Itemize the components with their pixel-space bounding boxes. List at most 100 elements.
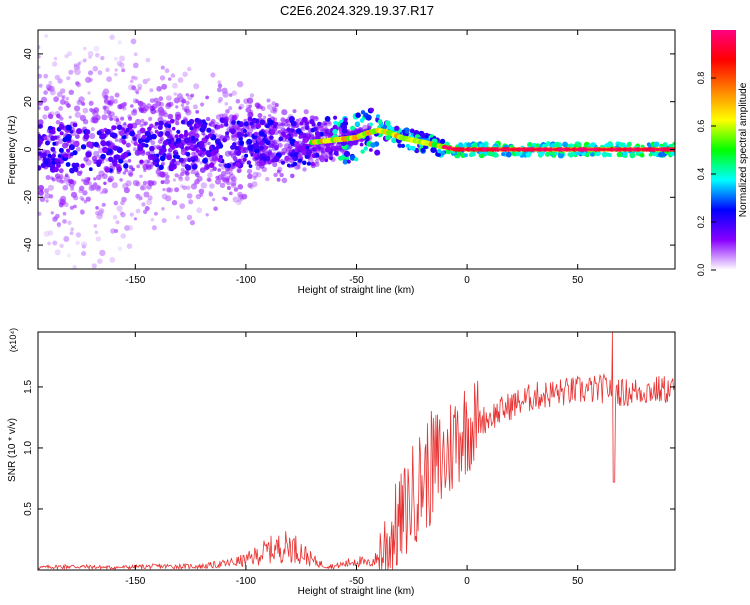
heatmap-cell [271, 106, 277, 111]
heatmap-cell [249, 121, 254, 126]
heatmap-cell [120, 154, 126, 160]
heatmap-cell [230, 128, 236, 135]
heatmap-cell [294, 140, 300, 147]
heatmap-cell [205, 213, 209, 217]
heatmap-cell [99, 133, 106, 140]
heatmap-cell [234, 113, 240, 118]
heatmap-cell [227, 175, 231, 179]
heatmap-cell [232, 156, 238, 162]
x-tick-label: 50 [572, 275, 584, 286]
heatmap-cell [177, 142, 184, 149]
heatmap-cell [217, 83, 223, 89]
heatmap-cell [165, 175, 170, 179]
heatmap-cell [534, 148, 541, 151]
heatmap-cell [114, 68, 118, 72]
heatmap-cell [159, 136, 164, 141]
chart-title: C2E6.2024.329.19.37.R17 [280, 3, 434, 18]
heatmap-cell [219, 117, 226, 123]
heatmap-cell [119, 210, 124, 216]
heatmap-cell [289, 156, 293, 160]
heatmap-cell [472, 148, 479, 151]
heatmap-cell [147, 195, 153, 201]
heatmap-cell [63, 153, 69, 158]
heatmap-cell [206, 177, 211, 182]
y-tick-label: 40 [23, 48, 34, 60]
heatmap-cell [38, 119, 44, 126]
heatmap-cell [186, 214, 193, 221]
heatmap-cell [298, 158, 302, 163]
heatmap-cell [99, 249, 106, 257]
heatmap-cell [233, 187, 239, 192]
heatmap-cell [57, 224, 61, 228]
heatmap-cell [276, 169, 281, 174]
spectrogram-xlabel: Height of straight line (km) [298, 285, 415, 296]
heatmap-cell [291, 149, 296, 154]
heatmap-cell [58, 124, 65, 130]
heatmap-cell [359, 127, 363, 132]
heatmap-cell [255, 123, 262, 129]
heatmap-cell [205, 150, 211, 155]
heatmap-cell [90, 117, 97, 124]
heatmap-cell [224, 122, 229, 127]
heatmap-cell [647, 144, 652, 148]
heatmap-cell [195, 110, 200, 114]
heatmap-cell [605, 152, 610, 157]
x-tick-label: -150 [125, 275, 145, 286]
heatmap-cell [66, 253, 71, 258]
heatmap-cell [301, 150, 308, 156]
heatmap-cell [271, 158, 276, 163]
heatmap-cell [605, 148, 612, 151]
heatmap-cell [132, 136, 137, 141]
heatmap-cell [242, 157, 247, 162]
spectrogram-panel: -150 -100 -50 0 50 -40 -20 0 20 40 Height of stra… [7, 29, 676, 296]
x-tick-label: -100 [236, 576, 256, 587]
heatmap-cell [626, 141, 632, 147]
heatmap-cell [320, 147, 327, 154]
heatmap-cell [292, 161, 298, 167]
heatmap-cell [137, 145, 144, 152]
heatmap-cell [297, 153, 302, 158]
heatmap-cell [122, 101, 128, 107]
heatmap-cell [62, 179, 66, 184]
heatmap-cell [288, 145, 293, 150]
heatmap-cell [175, 121, 180, 126]
heatmap-cell [69, 167, 75, 174]
heatmap-cell [160, 65, 165, 70]
heatmap-cell [64, 134, 72, 142]
heatmap-cell [101, 202, 106, 207]
heatmap-cell [180, 103, 185, 107]
heatmap-cell [245, 107, 252, 113]
heatmap-cell [198, 188, 205, 195]
heatmap-cell [167, 123, 172, 129]
heatmap-cell [194, 179, 200, 185]
heatmap-cell [354, 157, 359, 162]
heatmap-cell [117, 40, 122, 45]
heatmap-cell [191, 164, 198, 170]
heatmap-cell [298, 135, 303, 139]
heatmap-cell [477, 148, 484, 151]
colorbar-tick-label: 0.0 [696, 264, 706, 277]
heatmap-cell [495, 148, 502, 151]
heatmap-cell [120, 233, 126, 239]
heatmap-cell [48, 129, 54, 134]
heatmap-cell [146, 159, 151, 164]
heatmap-cell [104, 128, 111, 135]
heatmap-cell [272, 109, 277, 114]
heatmap-cell [105, 141, 111, 147]
heatmap-cell [95, 114, 101, 121]
heatmap-cell [194, 133, 200, 139]
heatmap-cell [268, 148, 273, 152]
heatmap-cell [548, 148, 555, 151]
heatmap-cell [70, 152, 74, 157]
heatmap-cell [596, 148, 603, 151]
heatmap-cell [120, 102, 126, 108]
heatmap-cell [274, 103, 279, 107]
colorbar-gradient [711, 30, 736, 270]
heatmap-cell [82, 190, 88, 196]
heatmap-cell [133, 52, 138, 57]
heatmap-cell [174, 151, 179, 156]
heatmap-cell [38, 83, 43, 88]
heatmap-cell [120, 212, 126, 218]
heatmap-cell [83, 156, 89, 162]
heatmap-cell [81, 101, 86, 106]
